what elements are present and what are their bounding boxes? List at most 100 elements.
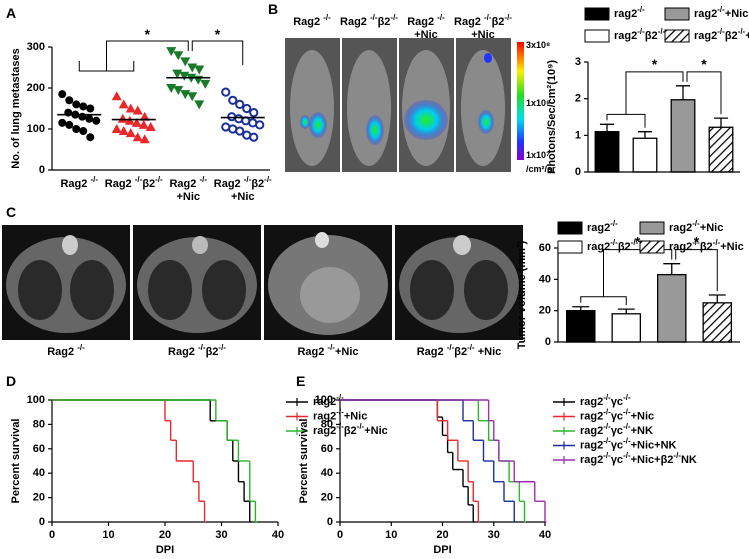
y-axis-label: Photons/Sec/cm²(10⁹) <box>546 60 558 174</box>
x-tick-label: Rag2 -/- <box>60 175 98 190</box>
y-tick-label: 200 <box>27 82 45 94</box>
x-tick-label: 30 <box>488 529 500 541</box>
legend-swatch <box>584 29 610 43</box>
y-tick-label: 80 <box>33 418 45 430</box>
colorbar-label: /cm²/sr <box>526 164 556 174</box>
legend-label: rag2-/- <box>614 5 645 20</box>
bar <box>611 313 642 343</box>
bar <box>670 99 696 173</box>
legend-label: rag2-/- <box>587 219 618 234</box>
panel-letter: D <box>6 373 16 389</box>
legend-label: rag2-/-β2-/-+ <box>694 27 749 42</box>
x-axis-label: DPI <box>156 544 174 556</box>
y-tick-label: 100 <box>315 394 333 406</box>
panel-letter: A <box>6 5 16 21</box>
dot <box>58 118 67 127</box>
y-tick-label: 60 <box>321 443 333 455</box>
dot <box>180 57 191 67</box>
dot <box>173 86 184 96</box>
image-label: Rag2 -/-β2-/- <box>168 343 226 358</box>
dot <box>145 121 156 131</box>
image-label: Rag2 -/- <box>293 13 331 28</box>
legend-label: rag2-/-β2-/-+Nic <box>669 238 744 253</box>
y-axis-label: Percent survival <box>10 419 22 504</box>
image-label: +Nic <box>414 29 438 41</box>
dot <box>92 116 101 125</box>
y-tick-label: 2 <box>575 93 581 105</box>
bracket <box>191 40 244 65</box>
dot <box>79 102 88 111</box>
error-bar <box>708 294 726 303</box>
dot <box>111 91 122 101</box>
significance: * <box>701 56 707 72</box>
error-bar <box>617 308 635 314</box>
legend-swatch <box>584 7 610 21</box>
legend-label: rag2-/-γc-/- <box>580 393 631 408</box>
dot <box>255 120 265 130</box>
error-bar <box>675 85 691 100</box>
dot <box>117 113 128 123</box>
dot <box>125 128 136 138</box>
legend-swatch <box>664 7 690 21</box>
error-bar <box>663 263 681 275</box>
y-tick-label: 40 <box>321 467 333 479</box>
y-tick-label: 20 <box>539 305 551 317</box>
y-tick-label: 3 <box>575 56 581 68</box>
legend-swatch <box>639 240 665 254</box>
legend-label: rag2-/-β2-/- <box>614 27 666 42</box>
x-tick-label: 10 <box>385 529 397 541</box>
y-tick-label: 40 <box>539 273 551 285</box>
y-tick-label: 20 <box>321 492 333 504</box>
image-label: Rag2 -/- <box>407 13 445 28</box>
significance: * <box>215 26 221 42</box>
bracket <box>625 71 684 115</box>
image-label: Rag2 -/-β2-/- +Nic <box>417 343 502 358</box>
y-tick-label: 60 <box>33 443 45 455</box>
y-axis-label: Percent survival <box>298 419 310 504</box>
dot <box>173 51 184 61</box>
dot <box>166 47 177 57</box>
dot <box>228 95 238 105</box>
y-tick-label: 20 <box>33 492 45 504</box>
bar <box>632 137 658 173</box>
colorbar-label: 1x10⁷ <box>526 150 550 160</box>
image-label: Rag2 -/- <box>47 343 85 358</box>
dot <box>72 100 81 109</box>
x-tick-label: +Nic <box>231 191 255 203</box>
bar <box>708 126 734 173</box>
dot <box>72 125 81 133</box>
x-tick-label: 10 <box>102 529 114 541</box>
dot <box>65 96 74 105</box>
significance: * <box>652 56 658 72</box>
error-bar <box>572 306 590 311</box>
bracket <box>686 71 722 115</box>
legend-swatch <box>664 29 690 43</box>
dot <box>86 104 95 113</box>
dot <box>139 111 150 121</box>
dot <box>235 126 245 136</box>
y-tick-label: 100 <box>27 123 45 135</box>
dot <box>85 114 94 123</box>
bracket <box>675 249 718 291</box>
dot <box>194 100 205 110</box>
legend-label: rag2-/-γc-/-+Nic <box>580 407 654 422</box>
x-tick-label: 20 <box>436 529 448 541</box>
dot <box>65 120 74 129</box>
error-bar <box>599 123 615 132</box>
bar <box>594 131 620 173</box>
dot <box>79 127 88 136</box>
legend-label: rag2-/-β2-/- <box>587 238 639 253</box>
dot <box>187 92 198 102</box>
x-axis-label: DPI <box>433 544 451 556</box>
dot <box>58 90 67 99</box>
y-axis-label: No. of lung metastases <box>10 48 22 168</box>
dot <box>132 132 143 142</box>
image-label: Rag2 -/-β2-/- <box>454 13 512 28</box>
y-tick-label: 80 <box>321 418 333 430</box>
image-label: Rag2 -/-+Nic <box>297 343 358 358</box>
mri-images <box>2 225 523 340</box>
dot <box>86 133 95 142</box>
y-tick-label: 100 <box>27 394 45 406</box>
dot <box>139 134 150 144</box>
dot <box>118 126 129 136</box>
